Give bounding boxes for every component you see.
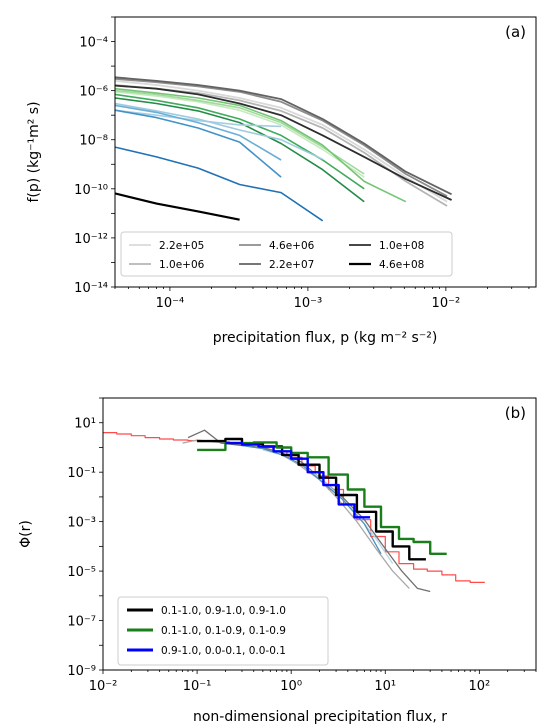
panel-a-x-tick-label: 10⁻⁴ xyxy=(156,296,185,311)
panel-a-legend-label: 2.2e+07 xyxy=(269,259,314,271)
panel-a-series-line xyxy=(115,192,240,221)
panel-a-legend-label: 1.0e+06 xyxy=(159,259,205,271)
panel-a-y-ticks: 10⁻⁴ 10⁻⁶ 10⁻⁸ 10⁻¹⁰ 10⁻¹² 10⁻¹⁴ xyxy=(74,16,115,296)
panel-b-y-tick-label: 10⁻¹ xyxy=(67,466,96,481)
panel-b-y-tick-label: 10⁻⁵ xyxy=(67,565,96,580)
panel-a-label: (a) xyxy=(505,23,526,41)
panel-b-x-tick-label: 10⁻¹ xyxy=(183,679,212,694)
panel-a-series-line xyxy=(115,109,282,128)
panel-b-y-ticks: 10¹ 10⁻¹ 10⁻³ 10⁻⁵ 10⁻⁷ 10⁻⁹ xyxy=(67,397,103,679)
panel-a-series-line xyxy=(115,91,365,178)
panel-a-y-tick-label: 10⁻⁸ xyxy=(79,134,108,149)
panel-a-series-line xyxy=(115,84,452,201)
panel-a-series-line xyxy=(115,93,365,190)
panel-b-legend-label: 0.9-1.0, 0.0-0.1, 0.0-0.1 xyxy=(161,645,286,657)
panel-a-legend-label: 2.2e+05 xyxy=(159,240,204,252)
panel-b-x-tick-label: 10² xyxy=(468,679,490,694)
panel-a-series-line xyxy=(115,89,365,175)
panel-b: 10⁻² 10⁻¹ 10⁰ 10¹ 10² 10¹ 10⁻¹ 10⁻³ 10⁻⁵ 10⁻⁷ 10⁻… xyxy=(18,397,537,725)
panel-a-y-tick-label: 10⁻¹⁴ xyxy=(74,281,108,296)
panel-a-y-tick-label: 10⁻¹² xyxy=(74,232,108,247)
panel-b-legend-frame xyxy=(117,596,329,666)
panel-b-label: (b) xyxy=(505,404,526,422)
panel-a-legend: 2.2e+05 1.0e+06 4.6e+06 2.2e+07 1.0e+08 4.6e+… xyxy=(120,231,453,277)
panel-a-legend-label: 4.6e+08 xyxy=(379,259,424,271)
panel-b-x-label: non-dimensional precipitation flux, r xyxy=(193,709,447,725)
panel-b-x-ticks: 10⁻² 10⁻¹ 10⁰ 10¹ 10² xyxy=(89,670,537,694)
panel-b-y-tick-label: 10⁻³ xyxy=(67,516,96,531)
panel-b-x-tick-label: 10⁰ xyxy=(280,679,302,694)
panel-a-legend-label: 4.6e+06 xyxy=(269,240,315,252)
panel-a: 10⁻⁴ 10⁻³ 10⁻² 10⁻⁴ 10⁻⁶ 10⁻⁸ 10⁻¹⁰ 10⁻¹² 10⁻¹⁴… xyxy=(26,16,537,346)
panel-b-lines xyxy=(103,429,485,593)
panel-a-y-tick-label: 10⁻⁴ xyxy=(79,36,108,51)
panel-b-y-label: Φ(r) xyxy=(18,520,34,548)
panel-a-legend-label: 1.0e+08 xyxy=(379,240,424,252)
panel-b-legend-label: 0.1-1.0, 0.9-1.0, 0.9-1.0 xyxy=(161,605,286,617)
panel-a-series-line xyxy=(115,109,282,178)
panel-a-x-tick-label: 10⁻² xyxy=(432,296,461,311)
panel-a-x-label: precipitation flux, p (kg m⁻² s⁻²) xyxy=(213,330,438,346)
panel-a-series-line xyxy=(115,97,365,203)
panel-b-legend: 0.1-1.0, 0.9-1.0, 0.9-1.0 0.1-1.0, 0.1-0.… xyxy=(117,596,329,666)
panel-a-x-ticks: 10⁻⁴ 10⁻³ 10⁻² xyxy=(114,287,530,311)
panel-b-legend-label: 0.1-1.0, 0.1-0.9, 0.1-0.9 xyxy=(161,625,286,637)
panel-a-series-line xyxy=(115,76,452,196)
panel-b-series-line xyxy=(197,441,447,555)
panel-b-series-line xyxy=(103,432,485,583)
panel-b-y-tick-label: 10⁻⁷ xyxy=(67,615,96,630)
panel-b-y-tick-label: 10⁻⁹ xyxy=(67,664,96,679)
panel-a-series-line xyxy=(115,102,324,161)
panel-a-x-tick-label: 10⁻³ xyxy=(294,296,323,311)
panel-b-series-line xyxy=(225,441,371,519)
panel-a-series-line xyxy=(115,104,282,161)
panel-b-x-tick-label: 10⁻² xyxy=(89,679,118,694)
panel-a-series-line xyxy=(115,87,407,203)
panel-a-y-label: f(p) (kg⁻¹m² s) xyxy=(26,101,42,202)
panel-a-lines xyxy=(115,76,452,222)
panel-a-series-line xyxy=(115,146,324,222)
panel-b-y-tick-label: 10¹ xyxy=(74,417,96,432)
panel-a-series-line xyxy=(115,80,448,203)
panel-a-y-tick-label: 10⁻⁶ xyxy=(79,85,108,100)
panel-a-y-tick-label: 10⁻¹⁰ xyxy=(74,183,108,198)
panel-a-frame xyxy=(114,16,537,288)
panel-b-x-tick-label: 10¹ xyxy=(374,679,396,694)
panel-a-series-line xyxy=(115,78,448,197)
